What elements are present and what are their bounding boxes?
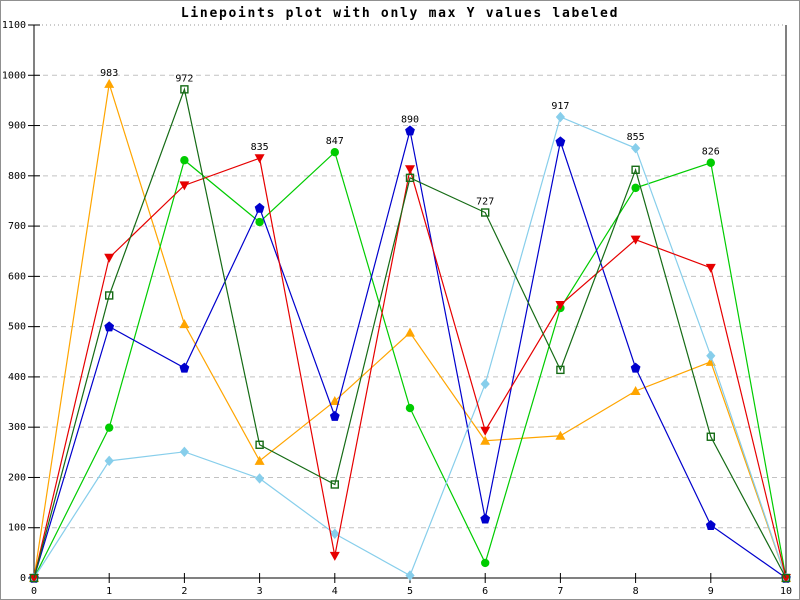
y-tick-label: 900 [8,121,26,132]
y-tick-label: 300 [8,422,26,433]
pentagon-marker [179,362,190,373]
x-tick-label: 10 [780,586,792,597]
triangle-down-marker [480,426,491,436]
triangle-down-marker [254,154,265,164]
pentagon-marker [254,202,265,213]
x-tick-label: 2 [181,586,187,597]
y-tick-label: 1000 [2,70,26,81]
circle-marker [706,158,715,167]
x-tick-label: 7 [557,586,563,597]
circle-marker [631,183,640,193]
diamond-marker [405,570,415,581]
circle-marker [180,156,189,165]
diamond-marker [104,455,114,467]
y-tick-label: 700 [8,221,26,232]
point-label: 972 [175,73,193,84]
series-line-green-circle-series [33,151,787,579]
x-tick-label: 0 [31,586,37,597]
square-marker [405,173,415,183]
triangle-down-marker [781,574,791,583]
triangle-down-marker [555,301,566,311]
y-tick-label: 800 [8,171,26,182]
x-tick-label: 3 [257,586,263,597]
triangle-up-marker [179,319,190,329]
y-tick-label: 200 [8,472,26,483]
square-marker [104,291,114,300]
pentagon-marker [405,125,415,136]
x-tick-label: 9 [708,586,714,597]
series-line-darkgreen-square-series [33,87,787,579]
triangle-down-marker [29,574,39,583]
square-marker [631,165,640,174]
y-tick-label: 1100 [2,20,26,31]
diamond-marker [706,350,716,361]
square-marker [330,480,339,489]
point-label: 826 [702,147,720,158]
pentagon-marker [630,362,641,373]
square-marker [556,365,565,375]
triangle-down-marker [405,165,415,175]
pentagon-marker [480,513,491,524]
diamond-marker [480,378,490,390]
pentagon-marker [705,520,716,531]
circle-marker [330,147,339,157]
pentagon-marker [555,136,566,147]
point-label: 835 [251,142,269,153]
triangle-up-marker [254,455,265,465]
diamond-marker [555,111,565,123]
point-label: 890 [401,115,419,126]
series-line-blue-pentagon-series [33,130,787,579]
y-tick-label: 600 [8,271,26,282]
y-tick-label: 500 [8,322,26,333]
pentagon-marker [104,321,115,332]
circle-marker [255,217,264,227]
point-label: 727 [476,197,494,208]
pentagon-marker [329,410,340,421]
triangle-up-marker [405,327,415,337]
diamond-marker [255,473,265,484]
square-marker [781,573,791,583]
x-tick-label: 4 [332,586,338,597]
circle-marker [481,558,490,568]
triangle-down-marker [329,551,340,561]
diamond-marker [179,446,189,458]
x-tick-label: 8 [633,586,639,597]
y-tick-label: 100 [8,523,26,534]
triangle-down-marker [705,263,716,273]
y-tick-label: 400 [8,372,26,383]
square-marker [481,208,490,217]
diamond-marker [631,142,641,154]
series-line-red-triangle-series [33,157,787,579]
square-marker [706,432,715,441]
square-marker [255,440,264,449]
x-tick-label: 6 [482,586,488,597]
square-marker [29,573,39,583]
x-tick-label: 5 [407,586,413,597]
x-tick-label: 1 [106,586,112,597]
point-label: 917 [551,101,569,112]
point-label: 855 [627,132,645,143]
y-tick-label: 0 [20,573,26,584]
triangle-down-marker [104,253,115,263]
triangle-down-marker [630,235,641,245]
triangle-up-marker [329,396,340,406]
diamond-marker [330,528,340,539]
square-marker [180,85,189,94]
circle-marker [105,423,114,432]
triangle-up-marker [480,435,491,445]
circle-marker [405,403,415,413]
point-label: 983 [100,68,118,79]
point-label: 847 [326,136,344,147]
triangle-up-marker [555,430,566,440]
triangle-down-marker [179,181,190,191]
triangle-up-marker [104,78,115,88]
triangle-up-marker [630,385,641,395]
